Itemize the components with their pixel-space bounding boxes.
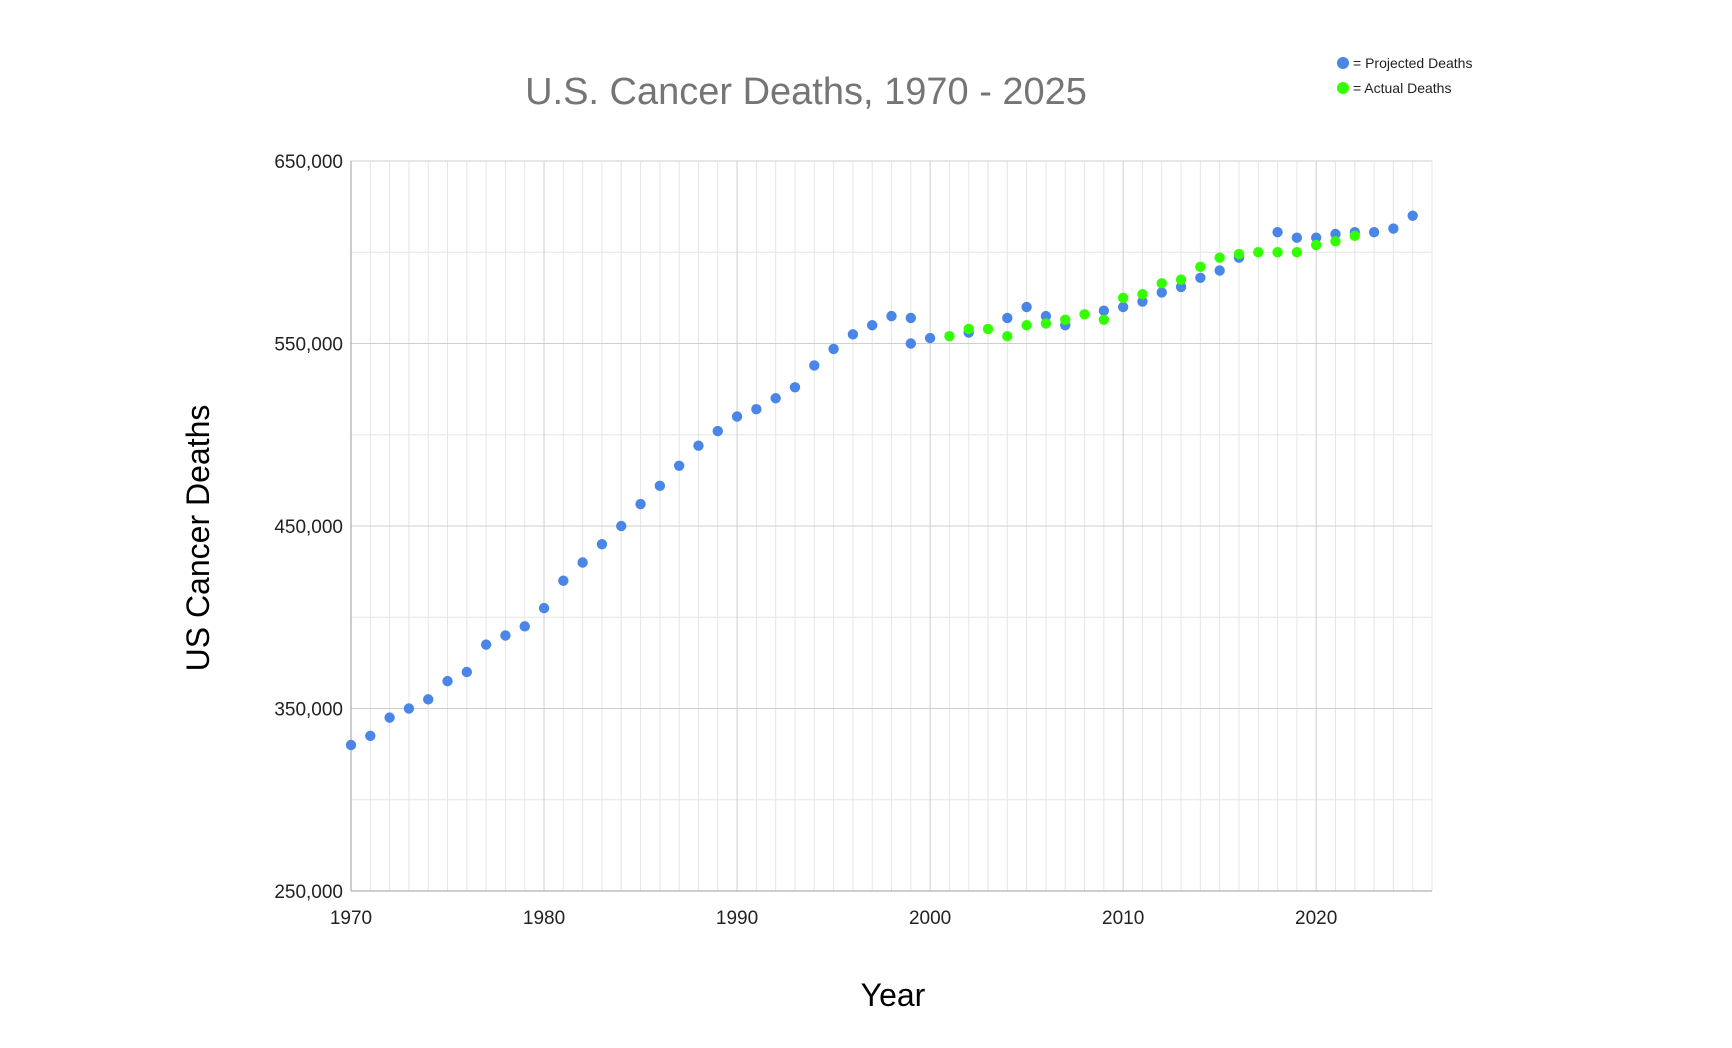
data-point (616, 520, 627, 532)
data-point (1137, 289, 1148, 300)
data-point (1272, 247, 1283, 258)
data-point (1175, 281, 1187, 293)
data-point (1253, 247, 1264, 258)
gridlines (351, 160, 1433, 891)
data-point (1214, 252, 1225, 263)
chart-title: U.S. Cancer Deaths, 1970 - 2025 (525, 71, 1087, 113)
data-points (345, 210, 1418, 751)
legend: = Projected Deaths = Actual Deaths (1337, 55, 1472, 96)
axes (350, 161, 1432, 892)
data-point (1021, 320, 1032, 331)
data-point (345, 739, 357, 751)
data-point (365, 730, 376, 742)
data-point (886, 310, 897, 322)
data-point (577, 557, 588, 568)
data-point (905, 338, 917, 349)
data-point (1195, 261, 1206, 273)
data-point (403, 703, 415, 714)
data-point (500, 630, 511, 641)
data-point (1098, 314, 1110, 325)
data-point (1021, 301, 1032, 313)
data-point (1272, 226, 1283, 238)
x-tick-label: 1980 (523, 908, 565, 929)
data-point (635, 498, 646, 510)
data-point (1407, 210, 1418, 221)
legend-marker (1337, 57, 1349, 69)
data-point (1291, 232, 1303, 243)
data-point (693, 440, 704, 451)
data-point (1060, 314, 1071, 325)
y-tick-label: 650,000 (274, 152, 343, 173)
data-point (1214, 265, 1225, 276)
data-point (1098, 305, 1110, 316)
legend-label: = Projected Deaths (1353, 55, 1472, 71)
data-point (1079, 309, 1090, 320)
data-point (712, 425, 723, 437)
projected-deaths-series (345, 210, 1418, 751)
data-point (461, 666, 473, 678)
x-tick-label: 1970 (330, 908, 372, 929)
data-point (924, 332, 936, 344)
data-point (1175, 274, 1187, 285)
data-point (558, 575, 569, 586)
y-tick-label: 450,000 (274, 517, 343, 538)
data-point (1002, 331, 1013, 342)
data-point (1233, 248, 1245, 260)
data-point (1040, 318, 1052, 329)
data-point (673, 460, 685, 471)
data-point (847, 329, 859, 340)
y-axis-title: US Cancer Deaths (180, 405, 216, 672)
y-tick-label: 250,000 (274, 882, 343, 903)
legend-marker (1337, 82, 1349, 94)
data-point (1002, 312, 1013, 324)
data-point (809, 360, 820, 371)
x-tick-labels: 1970 1980 1990 2000 2010 2020 (330, 908, 1337, 929)
data-point (751, 404, 762, 415)
data-point (789, 382, 801, 393)
data-point (1310, 232, 1322, 243)
data-point (1137, 296, 1148, 307)
x-tick-label: 2020 (1295, 908, 1337, 929)
data-point (1310, 239, 1322, 251)
x-tick-label: 1990 (716, 908, 758, 929)
data-point (828, 343, 839, 355)
data-point (1330, 228, 1341, 240)
data-point (423, 694, 434, 705)
data-point (480, 639, 492, 650)
data-point (1349, 230, 1360, 242)
x-tick-label: 2000 (909, 908, 951, 929)
data-point (1368, 226, 1380, 238)
data-point (1156, 287, 1167, 298)
data-point (770, 393, 781, 404)
x-tick-label: 2010 (1102, 908, 1144, 929)
data-point (905, 312, 917, 324)
actual-deaths-series (944, 230, 1360, 342)
data-point (731, 411, 743, 422)
data-point (1330, 236, 1341, 247)
data-point (1117, 301, 1129, 313)
data-point (1117, 292, 1129, 304)
data-point (982, 323, 994, 335)
data-point (1156, 278, 1167, 289)
x-axis-title: Year (861, 977, 926, 1013)
data-point (1040, 310, 1052, 322)
data-point (442, 675, 453, 687)
data-point (1195, 272, 1206, 283)
data-point (538, 602, 550, 614)
data-point (596, 539, 608, 550)
data-point (654, 480, 666, 492)
data-point (384, 712, 395, 723)
y-tick-labels: 250,000 350,000 450,000 550,000 650,000 (274, 152, 343, 903)
data-point (1291, 247, 1303, 258)
data-point (944, 331, 955, 342)
data-point (963, 323, 974, 335)
data-point (519, 621, 530, 632)
y-tick-label: 350,000 (274, 700, 343, 721)
data-point (1388, 223, 1399, 234)
y-tick-label: 550,000 (274, 335, 343, 356)
legend-label: = Actual Deaths (1353, 80, 1451, 96)
data-point (866, 320, 878, 331)
